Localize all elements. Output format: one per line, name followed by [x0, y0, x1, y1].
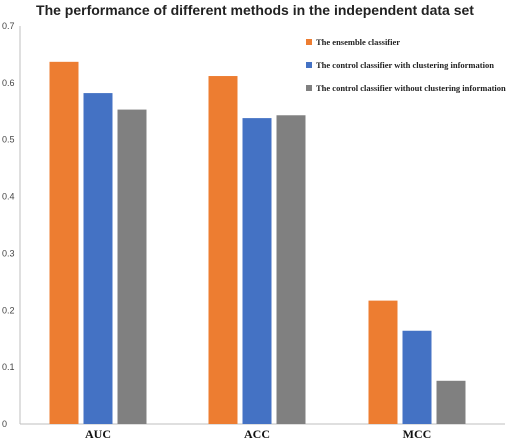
legend-entry: The control classifier without clusterin…	[316, 83, 506, 93]
category-label: AUC	[85, 427, 111, 440]
legend-entry: The ensemble classifier	[316, 37, 400, 47]
y-tick-label: 0.1	[2, 362, 15, 372]
bar	[402, 330, 432, 424]
y-tick-label: 0.7	[2, 21, 15, 31]
y-tick-label: 0.3	[2, 248, 15, 258]
bar	[276, 115, 306, 424]
y-tick-label: 0.2	[2, 305, 15, 315]
bar	[49, 61, 79, 424]
bar	[83, 93, 113, 424]
bar	[368, 300, 398, 424]
bar	[242, 118, 272, 424]
legend-swatch	[306, 85, 312, 91]
bar	[436, 380, 466, 424]
category-label: ACC	[244, 427, 270, 440]
y-tick-label: 0	[2, 419, 7, 429]
bar	[208, 76, 238, 424]
legend-entry: The control classifier with clustering i…	[316, 60, 494, 70]
legend-swatch	[306, 62, 312, 68]
y-tick-label: 0.4	[2, 192, 15, 202]
category-label: MCC	[403, 427, 432, 440]
legend-swatch	[306, 39, 312, 45]
chart-title: The performance of different methods in …	[36, 2, 474, 18]
y-tick-label: 0.5	[2, 135, 15, 145]
y-tick-label: 0.6	[2, 78, 15, 88]
bar	[117, 109, 147, 424]
